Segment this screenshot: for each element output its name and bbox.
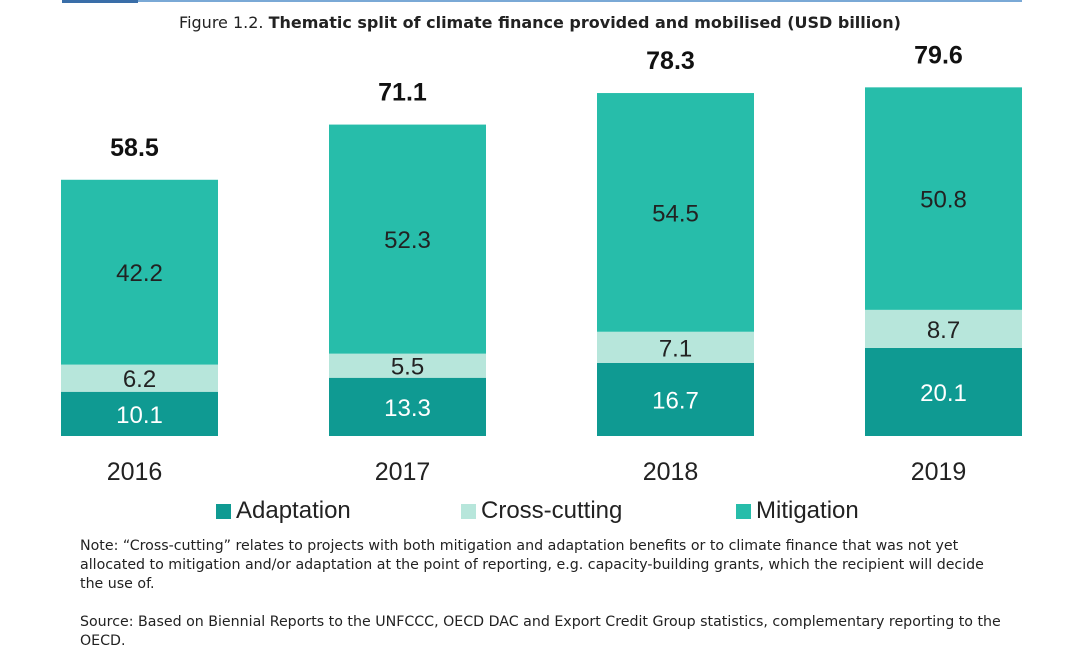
x-tick-label-2018: 2018 (643, 458, 699, 486)
data-label-mitigation-2016: 42.2 (116, 260, 163, 287)
bar-segment-cross-cutting-2018 (597, 331, 754, 363)
legend-label-adaptation: Adaptation (236, 497, 351, 524)
bar-segment-mitigation-2018 (597, 93, 754, 332)
legend-swatch-cross-cutting (461, 503, 476, 519)
total-label-2017: 71.1 (378, 79, 427, 107)
bar-segment-adaptation-2018 (597, 362, 754, 436)
legend-label-cross-cutting: Cross-cutting (481, 497, 623, 524)
total-label-2016: 58.5 (110, 134, 159, 162)
data-label-adaptation-2018: 16.7 (652, 387, 699, 414)
bar-segment-mitigation-2016 (61, 179, 218, 365)
figure-source: Source: Based on Biennial Reports to the… (80, 614, 1001, 649)
data-label-cross-cutting-2019: 8.7 (927, 317, 960, 344)
x-tick-label-2017: 2017 (375, 458, 431, 486)
data-label-mitigation-2018: 54.5 (652, 200, 699, 227)
data-label-cross-cutting-2018: 7.1 (659, 335, 692, 362)
legend-item-cross-cutting: Cross-cutting (461, 497, 622, 525)
bar-segment-adaptation-2017 (329, 377, 486, 436)
figure-note: Note: “Cross-cutting” relates to project… (80, 538, 984, 592)
data-label-adaptation-2016: 10.1 (116, 402, 163, 429)
figure-title-text: Thematic split of climate finance provid… (268, 13, 901, 32)
total-label-2018: 78.3 (646, 47, 695, 75)
bar-segment-mitigation-2017 (329, 124, 486, 354)
data-label-cross-cutting-2017: 5.5 (391, 354, 424, 381)
bar-segment-mitigation-2019 (865, 87, 1022, 310)
figure-title: Figure 1.2. Thematic split of climate fi… (0, 13, 1080, 32)
data-label-mitigation-2017: 52.3 (384, 227, 431, 254)
legend-swatch-mitigation (736, 503, 751, 519)
figure-number: Figure 1.2. (179, 13, 264, 32)
x-tick-label-2019: 2019 (911, 458, 967, 486)
bar-segment-cross-cutting-2019 (865, 309, 1022, 348)
legend-label-mitigation: Mitigation (756, 497, 859, 524)
legend-swatch-adaptation (216, 503, 231, 519)
total-label-2019: 79.6 (914, 41, 963, 69)
legend-item-adaptation: Adaptation (216, 497, 351, 525)
data-label-adaptation-2017: 13.3 (384, 395, 431, 422)
stacked-bar-chart: 10.1 6.2 42.2 58.5 2016 13.3 5.5 52.3 71.1 2017 16… (61, 41, 1022, 486)
x-tick-label-2016: 2016 (107, 458, 163, 486)
bar-segment-adaptation-2016 (61, 391, 218, 436)
legend: Adaptation Cross-cutting Mitigation (0, 497, 1080, 527)
bar-segment-cross-cutting-2016 (61, 364, 218, 392)
top-rule (62, 0, 1022, 2)
data-label-adaptation-2019: 20.1 (920, 380, 967, 407)
data-label-mitigation-2019: 50.8 (920, 187, 967, 214)
bar-segment-adaptation-2019 (865, 347, 1022, 436)
top-rule-accent (62, 0, 138, 3)
data-label-cross-cutting-2016: 6.2 (123, 366, 156, 393)
legend-item-mitigation: Mitigation (736, 497, 859, 525)
bar-segment-cross-cutting-2017 (329, 353, 486, 378)
